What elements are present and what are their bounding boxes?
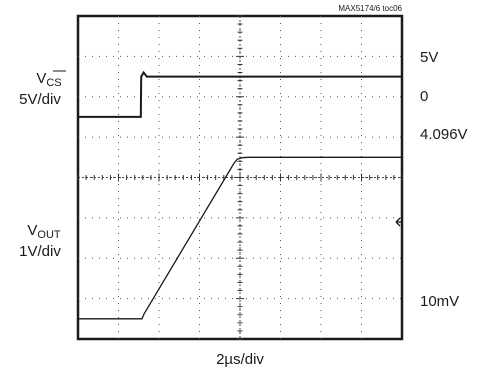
vout-scale: 1V/div [19,243,61,260]
trace-vout [78,156,402,320]
level-label-0: 0 [420,88,428,105]
figure-id: MAX5174/6 toc06 [338,4,402,13]
vcs-scale: 5V/div [19,91,61,108]
level-label-10mv: 10mV [420,293,459,310]
vcs-subscript: CS [46,77,61,89]
x-axis-label: 2µs/div [216,351,264,368]
trace-vcs [78,70,402,118]
trigger-marker-icon [395,217,402,227]
level-label-5v: 5V [420,49,438,66]
level-label-4096v: 4.096V [420,126,468,143]
scope-grid [77,15,403,340]
vout-subscript: OUT [37,229,61,241]
vcs-name: VCS [36,70,61,89]
vout-name: VOUT [27,222,61,241]
